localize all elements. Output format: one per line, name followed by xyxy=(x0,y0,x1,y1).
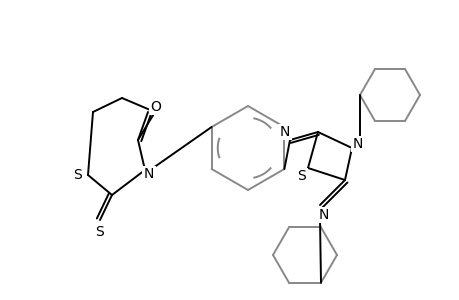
Text: S: S xyxy=(95,225,104,239)
Text: N: N xyxy=(352,137,363,151)
Text: S: S xyxy=(73,168,82,182)
Text: N: N xyxy=(144,167,154,181)
Text: S: S xyxy=(297,169,306,183)
Text: N: N xyxy=(279,125,290,139)
Text: N: N xyxy=(318,208,329,222)
Text: O: O xyxy=(150,100,161,114)
